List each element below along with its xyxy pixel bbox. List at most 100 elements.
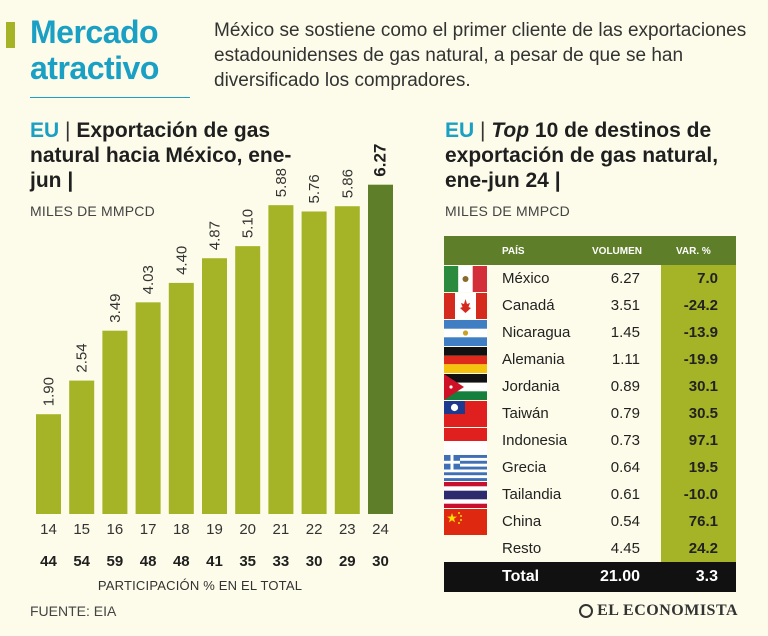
- brand-name: EL ECONOMISTA: [597, 602, 738, 619]
- table-row: Grecia 0.64 19.5: [444, 454, 736, 481]
- share-label: 48: [140, 553, 157, 570]
- row-country: Grecia: [502, 459, 547, 476]
- table-total-row: Total 21.00 3.3: [444, 562, 736, 592]
- row-country: Indonesia: [502, 432, 568, 449]
- right-units: MILES DE MMPCD: [445, 203, 570, 219]
- share-label: 41: [206, 553, 223, 570]
- bar-21: [268, 205, 294, 514]
- row-volume: 4.45: [610, 540, 640, 557]
- bar-value-label: 5.10: [240, 209, 257, 238]
- row-country: Nicaragua: [502, 324, 571, 341]
- left-eu-label: EU: [30, 119, 60, 142]
- share-label: 30: [372, 553, 389, 570]
- row-var-cell: -24.2: [661, 292, 736, 319]
- x-tick-label: 15: [73, 521, 90, 538]
- source-note: FUENTE: EIA: [30, 603, 117, 619]
- total-label: Total: [502, 568, 540, 585]
- row-var-cell: -13.9: [661, 319, 736, 346]
- bar-22: [301, 211, 327, 514]
- table-row: Taiwán 0.79 30.5: [444, 400, 736, 427]
- x-tick-label: 20: [239, 521, 256, 538]
- bar-19: [202, 258, 227, 514]
- row-volume: 1.45: [610, 324, 640, 341]
- row-var-cell: 30.5: [661, 400, 736, 427]
- bar-16: [102, 330, 128, 514]
- row-country: Tailandia: [502, 486, 562, 503]
- row-var-cell: 97.1: [661, 427, 736, 454]
- row-var: 97.1: [688, 432, 718, 449]
- row-var-cell: 76.1: [661, 508, 736, 535]
- row-volume: 0.73: [610, 432, 640, 449]
- x-tick-label: 19: [206, 521, 223, 538]
- row-var-cell: 30.1: [661, 373, 736, 400]
- row-country: China: [502, 513, 542, 530]
- x-tick-label: 14: [40, 521, 57, 538]
- table-row: China 0.54 76.1: [444, 508, 736, 535]
- share-label: 30: [306, 553, 323, 570]
- row-country: Alemania: [502, 351, 565, 368]
- bar-value-label: 4.87: [207, 221, 224, 250]
- germany-flag-icon: [444, 347, 487, 373]
- share-label: 44: [40, 553, 57, 570]
- bar-value-label: 5.86: [339, 169, 356, 198]
- row-volume: 6.27: [610, 270, 640, 287]
- destinations-table: PAÍS VOLUMEN VAR. % México 6.27 7.0 Canadá 3…: [444, 236, 736, 592]
- left-section-title: EU | Exportación de gas natural hacia Mé…: [30, 118, 300, 193]
- right-title-text: 10 de destinos de exportación de gas nat…: [445, 119, 719, 192]
- row-var: 30.5: [688, 405, 718, 422]
- x-tick-label: 16: [107, 521, 124, 538]
- share-label: 48: [173, 553, 190, 570]
- x-tick-label: 21: [273, 521, 290, 538]
- bar-value-label: 4.03: [140, 265, 157, 294]
- row-volume: 0.79: [610, 405, 640, 422]
- bar-value-label: 6.27: [371, 144, 390, 177]
- total-var: 3.3: [695, 568, 718, 585]
- row-var: 24.2: [688, 540, 718, 557]
- row-var-cell: 7.0: [661, 265, 736, 292]
- total-volume: 21.00: [599, 568, 640, 585]
- x-tick-label: 24: [372, 521, 389, 538]
- x-tick-label: 23: [339, 521, 356, 538]
- row-volume: 0.54: [610, 513, 640, 530]
- row-country: Jordania: [502, 378, 560, 395]
- bar-value-label: 4.40: [173, 246, 190, 275]
- table-body: México 6.27 7.0 Canadá 3.51 -24.2 Nicaragua 1.4…: [444, 265, 736, 562]
- brand-mark-icon: [579, 604, 594, 618]
- row-var-cell: -10.0: [661, 481, 736, 508]
- bar-17: [135, 302, 161, 514]
- header-volume: VOLUMEN: [592, 246, 642, 257]
- row-var: -10.0: [683, 486, 718, 503]
- table-row: Alemania 1.11 -19.9: [444, 346, 736, 373]
- row-var: 76.1: [688, 513, 718, 530]
- left-title-text: Exportación de gas natural hacia México,…: [30, 119, 292, 192]
- right-separator: |: [480, 119, 486, 142]
- bar-value-label: 5.76: [306, 174, 323, 203]
- row-country: Resto: [502, 540, 542, 557]
- intro-text: México se sostiene como el primer client…: [214, 20, 747, 91]
- share-label: 54: [73, 553, 90, 570]
- nicaragua-flag-icon: [444, 320, 487, 346]
- row-var: -13.9: [683, 324, 718, 341]
- bar-18: [168, 282, 194, 514]
- row-var: 30.1: [688, 378, 718, 395]
- bar-23: [334, 206, 360, 515]
- row-var: 19.5: [688, 459, 718, 476]
- x-tick-label: 17: [140, 521, 157, 538]
- title-divider: [30, 97, 190, 98]
- row-country: México: [502, 270, 550, 287]
- taiwan-flag-icon: [444, 401, 487, 427]
- bar-value-label: 5.88: [273, 168, 290, 197]
- row-volume: 1.11: [611, 351, 640, 368]
- share-caption: PARTICIPACIÓN % EN EL TOTAL: [97, 578, 303, 593]
- row-var-cell: 19.5: [661, 454, 736, 481]
- row-var: 7.0: [697, 270, 718, 287]
- left-separator: |: [65, 119, 71, 142]
- row-volume: 0.64: [610, 459, 640, 476]
- right-title-top: Top: [491, 119, 530, 142]
- table-row: México 6.27 7.0: [444, 265, 736, 292]
- row-var: -19.9: [683, 351, 718, 368]
- row-var: -24.2: [683, 297, 718, 314]
- table-row: Jordania 0.89 30.1: [444, 373, 736, 400]
